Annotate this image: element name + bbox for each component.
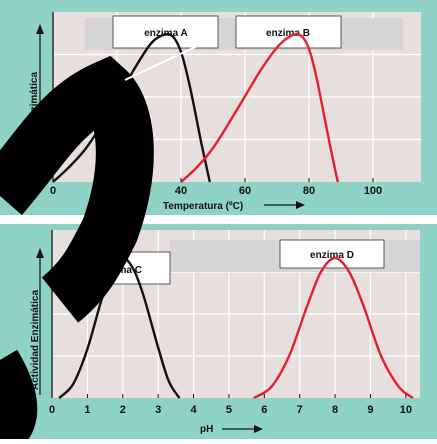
x-tick-label: 4 <box>190 404 197 416</box>
y-axis-arrowhead <box>36 248 44 258</box>
legend-box-enzima-b <box>235 15 342 49</box>
x-tick-label: 60 <box>239 185 251 197</box>
series-label-enzima-d: enzima D <box>310 250 354 261</box>
x-tick-label: 40 <box>175 185 187 197</box>
x-tick-label: 5 <box>226 404 232 416</box>
x-tick-label: 0 <box>49 404 55 416</box>
x-axis-title: Temperatura (ºC) <box>163 201 243 212</box>
x-tick-label: 80 <box>303 185 315 197</box>
x-ticks: 0 1 2 3 4 5 6 7 8 9 10 <box>49 394 412 416</box>
legend-box-enzima-d <box>279 239 385 269</box>
x-tick-label: 1 <box>84 404 90 416</box>
series-line-enzima-d <box>253 256 414 400</box>
x-tick-label: 0 <box>50 185 56 197</box>
legend-box-enzima-a <box>112 15 219 49</box>
x-axis-arrowhead <box>296 201 305 209</box>
series-label-enzima-b: enzima B <box>266 28 310 39</box>
x-tick-label: 6 <box>261 404 267 416</box>
x-tick-label: 3 <box>155 404 161 416</box>
x-axis-arrowhead <box>254 425 263 433</box>
series-line-enzima-b <box>180 32 339 183</box>
x-tick-label: 8 <box>332 404 338 416</box>
y-axis-title: Actividad Enzimática <box>30 290 41 390</box>
temperature-chart: enzima A enzima B 0 20 40 60 80 100 Actividad… <box>0 0 437 215</box>
x-tick-label: 100 <box>364 185 382 197</box>
decorative-overlay-shape <box>0 39 211 444</box>
series-line-enzima-a <box>52 32 211 183</box>
x-tick-label: 10 <box>400 404 412 416</box>
x-tick-label: 9 <box>367 404 373 416</box>
x-tick-label: 7 <box>297 404 303 416</box>
x-tick-label: 2 <box>120 404 126 416</box>
y-axis-arrowhead <box>36 24 44 34</box>
ph-chart: enzima C enzima D 0 1 2 3 4 5 6 7 8 9 10 Actividad… <box>0 224 437 439</box>
x-axis-title: pH <box>200 424 213 435</box>
series-lines <box>52 32 339 183</box>
